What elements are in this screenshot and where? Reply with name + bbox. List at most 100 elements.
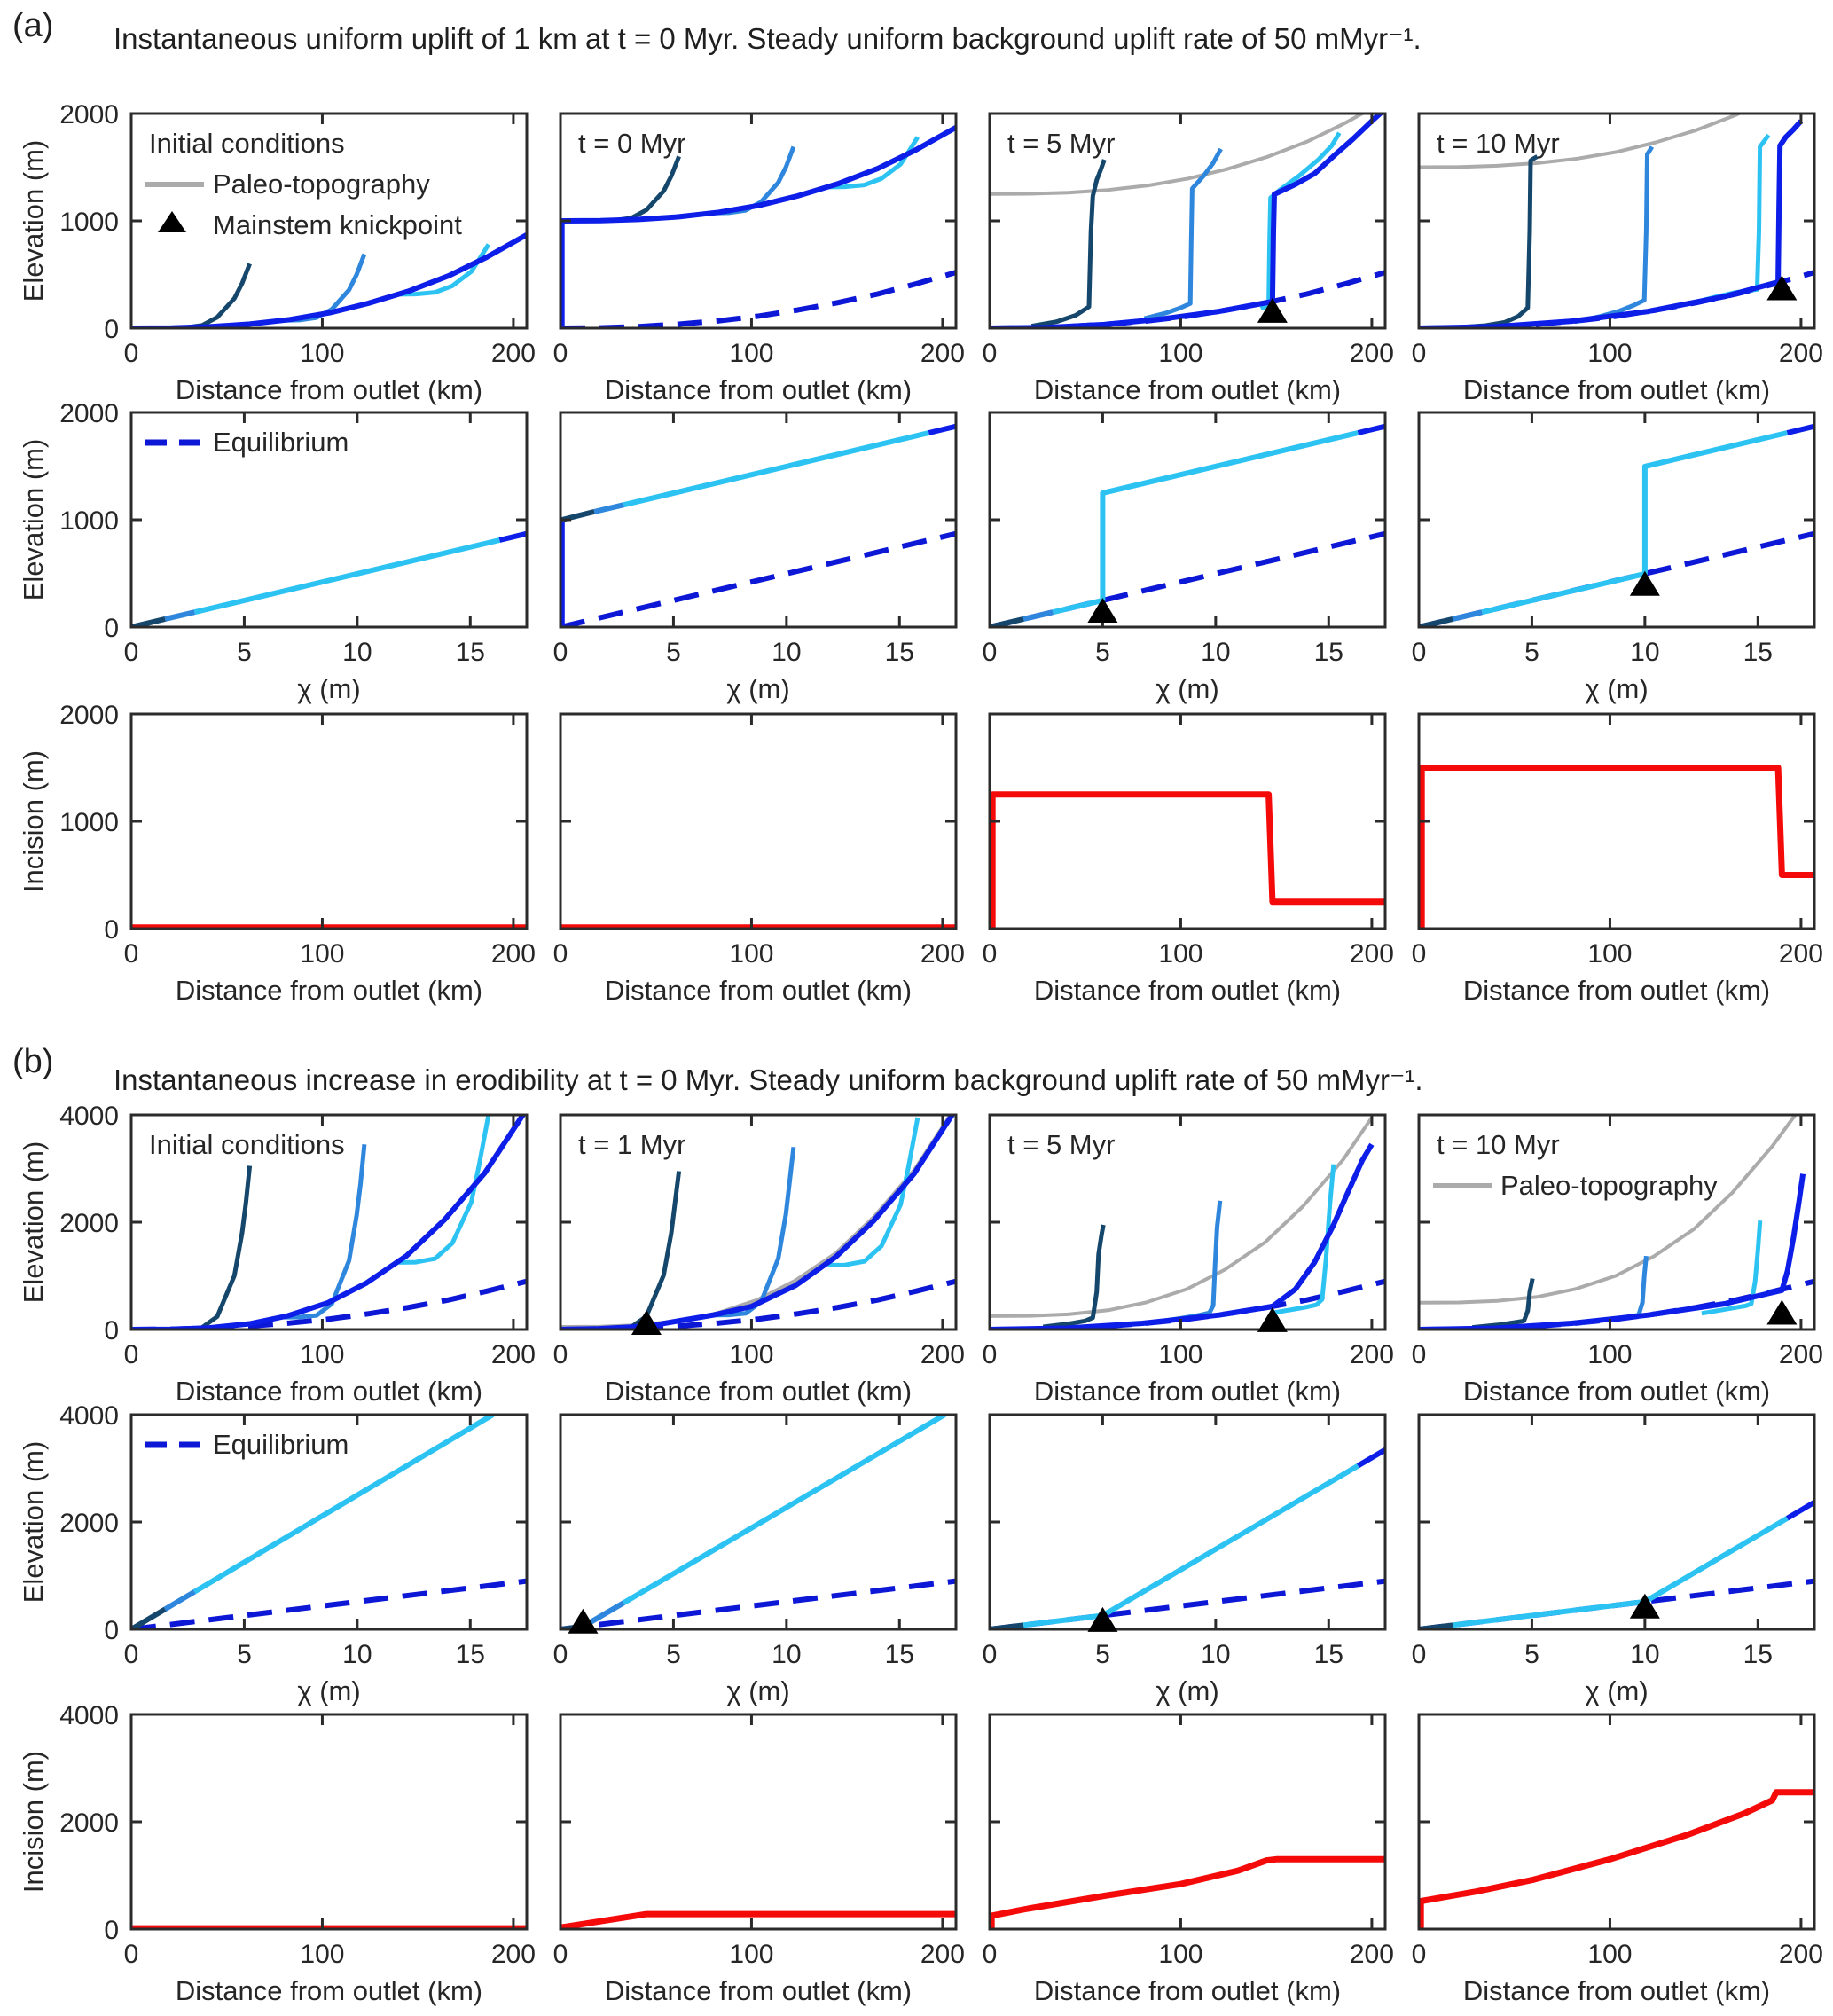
panel-a6: 0 5 10 15 χ (m) (553, 411, 958, 704)
series-segment-mainstem (928, 423, 956, 435)
series-equilibrium (560, 530, 956, 627)
x-tick-label: 0 (983, 1640, 998, 1669)
plot-border (1417, 1713, 1816, 1931)
knickpoint-marker-icon (1629, 1593, 1660, 1619)
series-mainstem (560, 1115, 955, 1330)
y-tick-label: 0 (104, 1316, 119, 1345)
series-incision (1419, 1789, 1814, 1929)
panel-a11: 0 100 200 Distance from outlet (km) (983, 712, 1394, 1006)
x-tick-label: 200 (1779, 939, 1823, 969)
plot-border (1417, 411, 1816, 629)
series-incision (1419, 765, 1814, 929)
x-axis-label: Distance from outlet (km) (176, 1376, 482, 1407)
x-tick-label: 100 (1158, 1940, 1202, 1969)
plot-border (1417, 1413, 1816, 1631)
series-mainstem (560, 125, 956, 328)
series-mainstem (990, 114, 1383, 328)
x-tick-label: 15 (885, 1640, 914, 1669)
x-axis-label: Distance from outlet (km) (1034, 1376, 1341, 1407)
plot-border (988, 1413, 1387, 1631)
y-tick-label: 2000 (59, 399, 119, 428)
knickpoint-marker-icon (1257, 297, 1288, 323)
x-tick-label: 5 (1095, 638, 1110, 667)
legend-label: Paleo-topography (213, 169, 430, 200)
y-tick-label: 2000 (59, 1509, 119, 1538)
panel-b4: 0 100 200 Distance from outlet (km) t = 10 M… (1412, 1113, 1823, 1407)
x-tick-label: 15 (1743, 1640, 1773, 1669)
x-axis-label: χ (m) (297, 1675, 360, 1706)
y-tick-label: 4000 (59, 1102, 119, 1131)
series-tributary-medium (1151, 1200, 1223, 1325)
panel-label: t = 10 Myr (1437, 128, 1560, 159)
panel-label: t = 5 Myr (1007, 128, 1115, 159)
x-tick-label: 10 (1201, 1640, 1230, 1669)
series-tributary-dark (1030, 159, 1107, 328)
series-equilibrium (1419, 270, 1814, 328)
series-incision (560, 1910, 956, 1929)
series-segment-cyan (192, 1415, 495, 1595)
x-tick-label: 0 (124, 1940, 139, 1969)
x-axis-label: χ (m) (1585, 1675, 1648, 1706)
plot-border (559, 411, 958, 629)
x-tick-label: 100 (729, 1940, 773, 1969)
series-segment-dark (561, 508, 595, 522)
x-tick-label: 10 (1630, 1640, 1659, 1669)
x-tick-label: 10 (342, 1640, 372, 1669)
series-tributary-medium (713, 145, 796, 216)
series-equilibrium (990, 270, 1385, 328)
series-tributary-dark (169, 1165, 253, 1330)
series-tributary-cyan (1272, 1164, 1336, 1315)
x-tick-label: 0 (124, 939, 139, 969)
panel-a10: 0 100 200 Distance from outlet (km) (553, 712, 965, 1006)
panel-b3: 0 100 200 Distance from outlet (km) t = 5 My… (983, 1113, 1394, 1407)
x-tick-label: 0 (1412, 939, 1427, 969)
x-axis-label: Distance from outlet (km) (605, 374, 912, 405)
panel-label: Initial conditions (149, 1129, 345, 1160)
series-segment-cyan (193, 537, 501, 616)
series-paleo-topography (990, 1116, 1374, 1318)
series-segment-mainstem (1785, 1500, 1814, 1521)
y-tick-label: 0 (104, 315, 119, 344)
legend-swatch-triangle-icon (158, 211, 186, 232)
y-tick-label: 2000 (59, 1808, 119, 1838)
plot-border (1417, 712, 1816, 930)
x-tick-label: 10 (342, 638, 372, 667)
x-tick-label: 200 (491, 1940, 536, 1969)
y-tick-label: 0 (104, 1916, 119, 1945)
series-segment-mainstem (498, 530, 527, 543)
x-tick-label: 0 (983, 1940, 998, 1969)
y-axis-label: Elevation (m) (18, 1441, 49, 1604)
series-equilibrium (560, 1278, 956, 1330)
series-tributary-dark (599, 155, 681, 224)
series-equilibrium (131, 1278, 527, 1330)
x-tick-label: 0 (553, 939, 568, 969)
x-tick-label: 5 (666, 638, 681, 667)
y-tick-label: 2000 (59, 100, 119, 129)
series-paleo-topography (1419, 114, 1743, 169)
series-tributary-dark (1472, 1277, 1535, 1330)
panel-a8: 0 5 10 15 χ (m) (1412, 411, 1816, 704)
panel-b2: 0 100 200 Distance from outlet (km) t = 1 My… (553, 1113, 965, 1407)
x-tick-label: 5 (237, 638, 252, 667)
y-tick-label: 2000 (59, 1209, 119, 1238)
x-tick-label: 15 (885, 638, 914, 667)
x-tick-label: 200 (920, 1940, 965, 1969)
knickpoint-marker-icon (1629, 570, 1660, 596)
x-tick-label: 200 (920, 339, 965, 368)
x-tick-label: 5 (1524, 638, 1539, 667)
series-paleo-topography (1419, 1115, 1798, 1305)
panel-label: t = 1 Myr (578, 1129, 685, 1160)
x-tick-label: 200 (1779, 1340, 1823, 1369)
x-tick-label: 200 (1350, 1340, 1394, 1369)
series-segment-cyan (623, 430, 930, 508)
plot-border (988, 712, 1387, 930)
plot-border (129, 1713, 529, 1931)
series-tributary-medium (284, 1144, 367, 1320)
series-tributary-medium (1575, 145, 1655, 325)
x-axis-label: Distance from outlet (km) (1034, 1975, 1341, 2006)
panel-b7: 0 5 10 15 χ (m) (983, 1413, 1387, 1706)
x-tick-label: 0 (124, 1340, 139, 1369)
